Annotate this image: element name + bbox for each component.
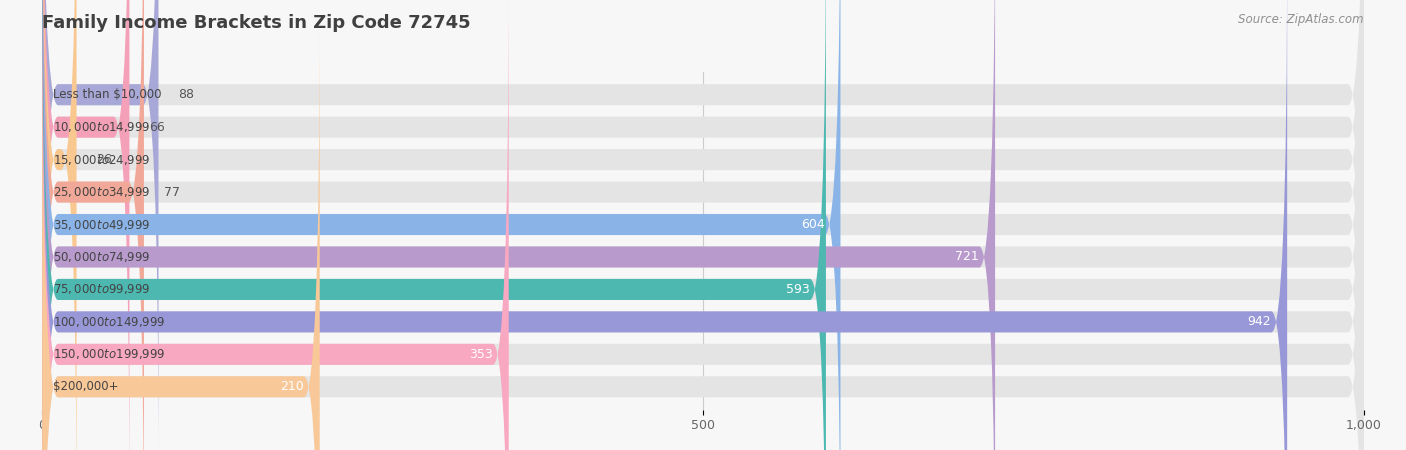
Text: 593: 593 [786, 283, 810, 296]
Text: $100,000 to $149,999: $100,000 to $149,999 [53, 315, 165, 329]
Text: 66: 66 [149, 121, 165, 134]
Text: Source: ZipAtlas.com: Source: ZipAtlas.com [1239, 14, 1364, 27]
FancyBboxPatch shape [42, 0, 1364, 450]
Text: 942: 942 [1247, 315, 1271, 328]
FancyBboxPatch shape [42, 0, 1364, 450]
FancyBboxPatch shape [42, 0, 825, 450]
Text: 721: 721 [956, 251, 979, 264]
Text: 353: 353 [470, 348, 494, 361]
FancyBboxPatch shape [42, 0, 1364, 450]
Text: $150,000 to $199,999: $150,000 to $199,999 [53, 347, 165, 361]
Text: $50,000 to $74,999: $50,000 to $74,999 [53, 250, 150, 264]
FancyBboxPatch shape [42, 0, 76, 450]
Text: 210: 210 [280, 380, 304, 393]
Text: 88: 88 [179, 88, 194, 101]
FancyBboxPatch shape [42, 0, 1286, 450]
FancyBboxPatch shape [42, 0, 1364, 450]
Text: Family Income Brackets in Zip Code 72745: Family Income Brackets in Zip Code 72745 [42, 14, 471, 32]
Text: $25,000 to $34,999: $25,000 to $34,999 [53, 185, 150, 199]
Text: 604: 604 [801, 218, 824, 231]
FancyBboxPatch shape [42, 0, 1364, 450]
Text: Less than $10,000: Less than $10,000 [53, 88, 162, 101]
FancyBboxPatch shape [42, 0, 995, 450]
FancyBboxPatch shape [42, 0, 841, 450]
FancyBboxPatch shape [42, 0, 129, 450]
FancyBboxPatch shape [42, 0, 1364, 450]
Text: $35,000 to $49,999: $35,000 to $49,999 [53, 217, 150, 231]
FancyBboxPatch shape [42, 0, 159, 450]
Text: $10,000 to $14,999: $10,000 to $14,999 [53, 120, 150, 134]
FancyBboxPatch shape [42, 8, 1364, 450]
Text: $75,000 to $99,999: $75,000 to $99,999 [53, 283, 150, 297]
FancyBboxPatch shape [42, 0, 509, 450]
FancyBboxPatch shape [42, 0, 1364, 450]
FancyBboxPatch shape [42, 0, 1364, 450]
Text: $15,000 to $24,999: $15,000 to $24,999 [53, 153, 150, 166]
Text: 77: 77 [163, 185, 180, 198]
FancyBboxPatch shape [42, 0, 1364, 450]
Text: $200,000+: $200,000+ [53, 380, 118, 393]
FancyBboxPatch shape [42, 0, 143, 450]
Text: 26: 26 [97, 153, 112, 166]
FancyBboxPatch shape [42, 8, 319, 450]
